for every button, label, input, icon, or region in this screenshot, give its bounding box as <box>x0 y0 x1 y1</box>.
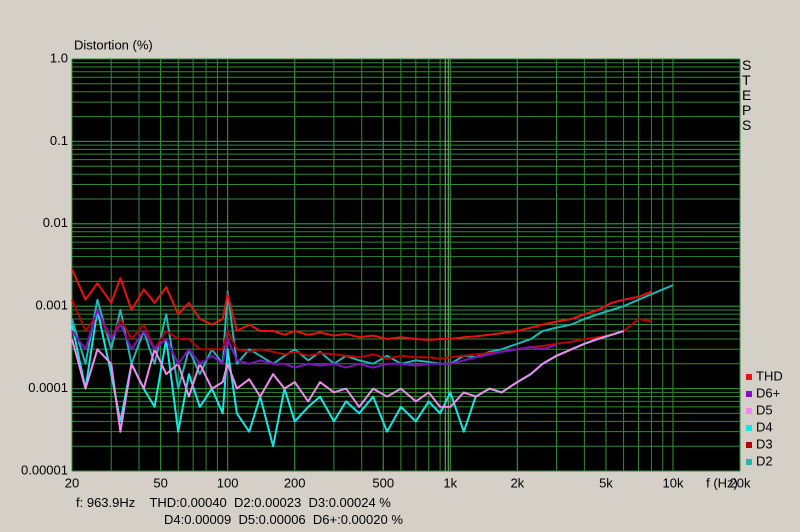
legend-swatch <box>746 374 752 380</box>
x-tick-label: 5k <box>599 475 613 490</box>
legend-swatch <box>746 425 752 431</box>
legend-label: D3 <box>756 436 773 451</box>
legend-label: D4 <box>756 419 773 434</box>
x-tick-label: 20 <box>65 475 79 490</box>
y-tick-label: 1.0 <box>50 50 68 65</box>
legend-label: THD <box>756 368 783 383</box>
legend-label: D5 <box>756 402 773 417</box>
y-tick-label: 0.00001 <box>21 462 68 477</box>
series-line <box>71 284 674 390</box>
side-label: STEPS <box>742 57 752 133</box>
legend-swatch <box>746 459 752 465</box>
legend-label: D6+ <box>756 385 780 400</box>
x-tick-label: 1k <box>443 475 457 490</box>
readout-line: f: 963.9Hz THD:0.00040 D2:0.00023 D3:0.0… <box>76 495 391 510</box>
legend-swatch <box>746 442 752 448</box>
plot-area <box>72 59 740 471</box>
x-tick-label: 500 <box>372 475 394 490</box>
series-line <box>71 309 557 369</box>
legend-swatch <box>746 391 752 397</box>
series-line <box>71 268 652 341</box>
legend-swatch <box>746 408 752 414</box>
x-tick-label: 2k <box>510 475 524 490</box>
legend-label: D2 <box>756 453 773 468</box>
y-tick-label: 0.1 <box>50 133 68 148</box>
y-axis-label: Distortion (%) <box>74 37 153 52</box>
y-tick-label: 0.01 <box>43 215 68 230</box>
x-tick-label: 20k <box>730 475 751 490</box>
x-tick-label: 100 <box>217 475 239 490</box>
x-tick-label: 200 <box>284 475 306 490</box>
series-line <box>71 299 652 360</box>
series-line <box>71 330 624 433</box>
x-tick-label: 50 <box>153 475 167 490</box>
x-tick-label: 10k <box>662 475 683 490</box>
readout-line: D4:0.00009 D5:0.00006 D6+:0.00020 % <box>164 512 403 527</box>
y-tick-label: 0.0001 <box>28 380 68 395</box>
x-axis-label: f (Hz) <box>706 475 738 490</box>
y-tick-label: 0.001 <box>35 298 68 313</box>
